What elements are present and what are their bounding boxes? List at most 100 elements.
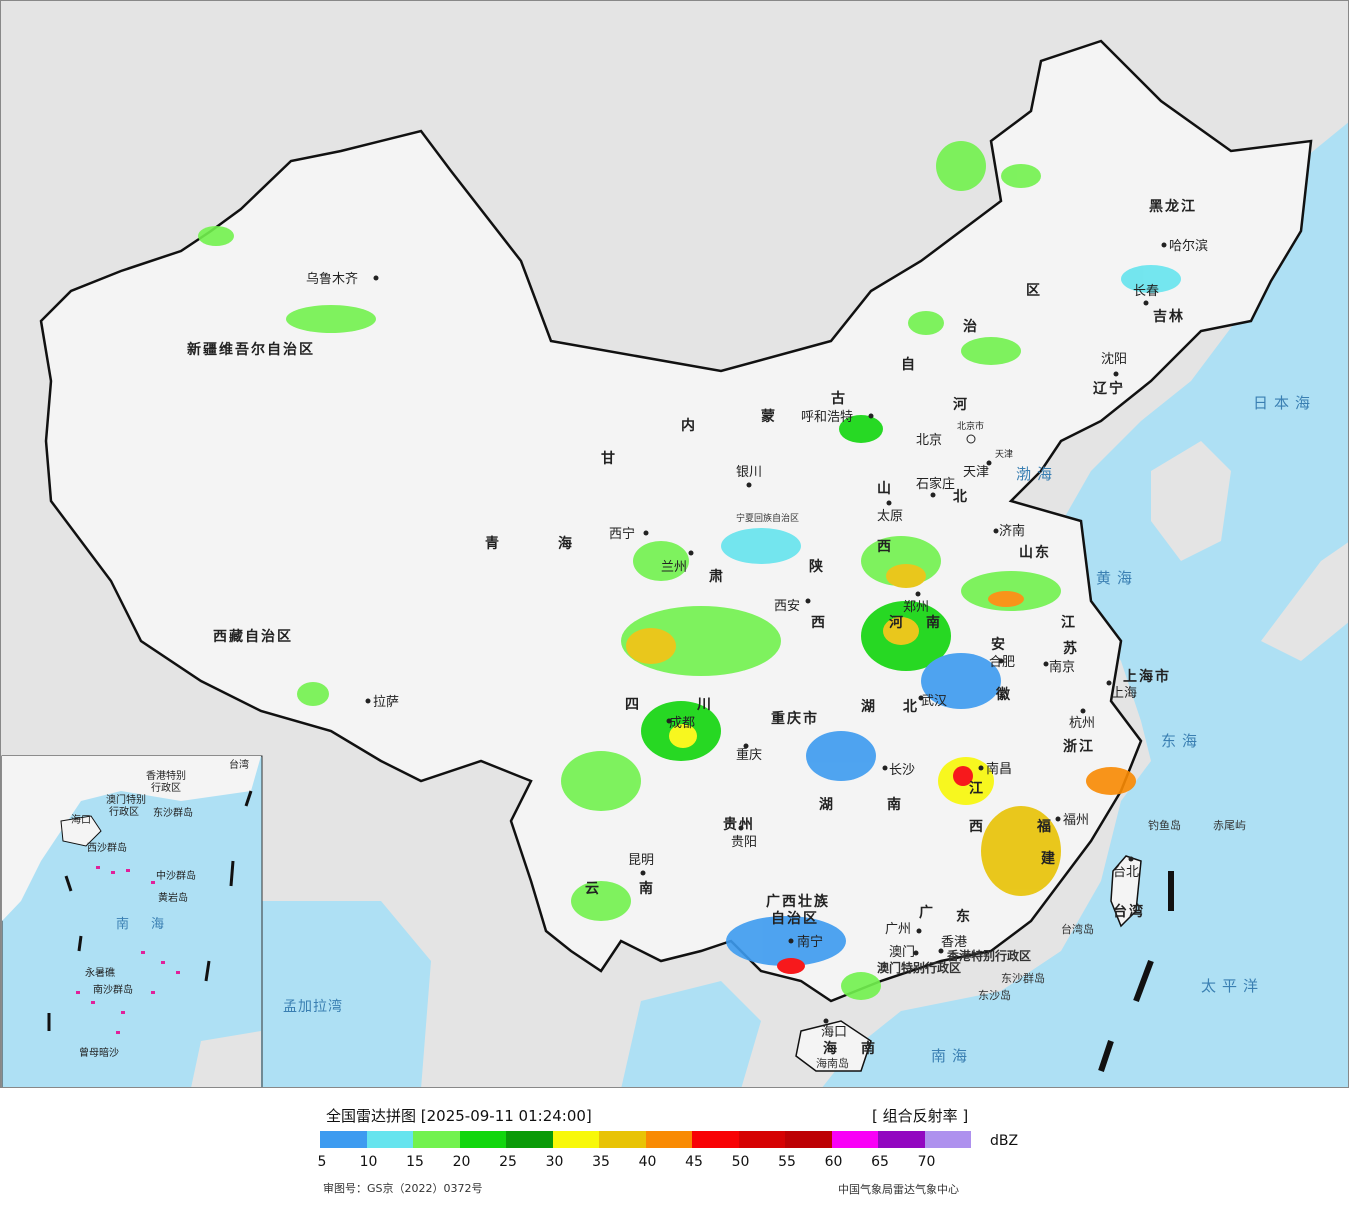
province-label-gansu: 肃 bbox=[709, 568, 725, 585]
province-label-guangxi: 广西壮族 bbox=[766, 893, 830, 910]
province-label-chongqing: 重庆市 bbox=[771, 710, 819, 727]
province-label-sichuan: 川 bbox=[696, 697, 713, 713]
province-label-hunan: 南 bbox=[887, 796, 903, 813]
province-label-hebei: 北 bbox=[953, 489, 969, 505]
inset-label-hk: 行政区 bbox=[151, 781, 181, 794]
city-label-guangzhou: 广州 bbox=[885, 922, 911, 937]
province-label-zhejiang: 浙江 bbox=[1063, 738, 1095, 755]
city-label-taipei: 台北 bbox=[1113, 865, 1139, 880]
island-label-chiwei: 赤尾屿 bbox=[1213, 819, 1246, 832]
inset-label-macau: 澳门特别 bbox=[106, 793, 146, 806]
city-label-lhasa: 拉萨 bbox=[373, 695, 399, 710]
scale-ticks: 5 10 15 20 25 30 35 40 45 50 55 60 65 70 bbox=[318, 1154, 1020, 1172]
inset-label-zhongsha: 中沙群岛 bbox=[156, 869, 196, 882]
city-label-hongkong: 香港 bbox=[941, 935, 967, 950]
inset-label-nansha: 南沙群岛 bbox=[93, 983, 133, 996]
province-label-qinghai: 青 bbox=[485, 535, 501, 552]
province-label-hubei: 湖 bbox=[861, 699, 877, 715]
city-label-hohhot: 呼和浩特 bbox=[801, 410, 853, 425]
city-label-hangzhou: 杭州 bbox=[1069, 716, 1095, 731]
inset-label-dongsha: 东沙群岛 bbox=[153, 806, 193, 819]
province-label-jiangxi: 江 bbox=[969, 780, 985, 797]
province-label-shanxi: 西 bbox=[877, 539, 893, 555]
province-label-heilongjiang: 黑龙江 bbox=[1149, 198, 1197, 215]
city-label-urumqi: 乌鲁木齐 bbox=[306, 271, 358, 287]
scale-tick-label: 30 bbox=[545, 1154, 564, 1170]
scale-tick-label: 65 bbox=[871, 1154, 889, 1170]
scale-tick-label: 70 bbox=[917, 1154, 936, 1170]
province-label-anhui: 安 bbox=[991, 636, 1007, 653]
scale-swatch bbox=[320, 1131, 367, 1148]
scale-tick-label: 55 bbox=[778, 1154, 796, 1170]
city-label-beijing-municipality: 北京市 bbox=[957, 420, 984, 432]
province-label-hongkong: 香港特别行政区 bbox=[946, 948, 1031, 963]
inset-label-huangyan: 黄岩岛 bbox=[158, 891, 188, 904]
inset-label-haikou: 海口 bbox=[71, 813, 91, 826]
province-label-guangdong: 广 bbox=[919, 904, 935, 921]
city-label-beijing: 北京 bbox=[916, 433, 942, 448]
inset-label-nan: 南 bbox=[116, 916, 129, 932]
city-labels: 乌鲁木齐 拉萨 西宁 兰州 银川 呼和浩特 哈尔滨 长春 沈阳 北京 北京市 天… bbox=[306, 238, 1208, 1040]
province-label-guizhou: 贵州 bbox=[723, 816, 755, 833]
city-label-lanzhou: 兰州 bbox=[661, 560, 687, 575]
province-label-fujian: 建 bbox=[1041, 850, 1057, 867]
sea-label-japan-sea: 日本海 bbox=[1253, 394, 1316, 412]
province-label-fujian: 福 bbox=[1036, 818, 1053, 835]
scale-swatch bbox=[738, 1131, 785, 1148]
province-label-liaoning: 辽宁 bbox=[1093, 380, 1125, 397]
china-mainland bbox=[39, 39, 1313, 1003]
city-label-nanning: 南宁 bbox=[797, 934, 823, 950]
province-label-hainan: 海 bbox=[823, 1040, 839, 1057]
inset-label-xisha: 西沙群岛 bbox=[87, 841, 127, 854]
gulf-sea bbox=[621, 981, 761, 1087]
scale-swatch bbox=[692, 1131, 739, 1148]
province-label-hainan: 南 bbox=[861, 1040, 877, 1057]
province-label-shandong: 山东 bbox=[1019, 544, 1051, 561]
province-label-hubei: 北 bbox=[903, 699, 919, 715]
city-label-changsha: 长沙 bbox=[889, 763, 915, 778]
legend-panel bbox=[0, 1088, 1349, 1208]
province-label-macau: 澳门特别行政区 bbox=[877, 960, 961, 975]
sea-label-yellow-sea: 黄海 bbox=[1096, 569, 1138, 587]
scale-swatch bbox=[366, 1131, 413, 1148]
province-label-jiangxi: 西 bbox=[969, 819, 985, 835]
province-label-henan: 河 bbox=[889, 614, 905, 631]
sea-label-south-sea: 南海 bbox=[931, 1047, 973, 1065]
city-label-xining: 西宁 bbox=[609, 526, 635, 542]
province-label-neimenggu: 内 bbox=[681, 417, 697, 434]
scale-tick-label: 45 bbox=[685, 1154, 703, 1170]
radar-map[interactable]: 新疆维吾尔自治区 西藏自治区 青 海 甘 肃 内 蒙 古 自 治 区 黑龙江 吉… bbox=[0, 0, 1349, 1088]
province-label-neimenggu: 自 bbox=[901, 356, 917, 373]
legend-title: 全国雷达拼图 [2025-09-11 01:24:00] bbox=[326, 1107, 592, 1125]
province-label-sichuan: 四 bbox=[625, 697, 641, 713]
sea-label-bohai: 渤海 bbox=[1016, 465, 1058, 483]
inset-label-zengmu: 曾母暗沙 bbox=[79, 1046, 119, 1059]
province-label-neimenggu: 蒙 bbox=[761, 408, 777, 425]
province-label-shaanxi: 陕 bbox=[809, 558, 825, 575]
south-china-sea-inset: 台湾 香港特别 行政区 澳门特别 行政区 东沙群岛 海口 西沙群岛 中沙群岛 黄… bbox=[1, 755, 263, 1087]
inset-label-hk: 香港特别 bbox=[146, 770, 186, 782]
scale-tick-label: 50 bbox=[731, 1154, 750, 1170]
city-label-zhengzhou: 郑州 bbox=[903, 600, 929, 615]
province-label-anhui: 徽 bbox=[995, 686, 1012, 703]
maritime-boundary bbox=[1098, 871, 1174, 1072]
scale-tick-label: 15 bbox=[406, 1154, 424, 1170]
province-label-ningxia: 宁夏回族自治区 bbox=[736, 512, 799, 524]
province-label-taiwan: 台湾 bbox=[1113, 903, 1145, 920]
korea-land bbox=[1151, 441, 1231, 561]
scale-swatch bbox=[459, 1131, 506, 1148]
province-label-gansu: 甘 bbox=[601, 450, 617, 467]
city-label-guiyang: 贵阳 bbox=[731, 835, 757, 850]
province-label-shaanxi: 西 bbox=[811, 615, 827, 631]
city-label-xian: 西安 bbox=[774, 599, 800, 614]
province-label-yunnan: 南 bbox=[639, 880, 655, 897]
inset-label-hai: 海 bbox=[151, 917, 164, 932]
province-label-xinjiang: 新疆维吾尔自治区 bbox=[187, 341, 315, 358]
city-label-harbin: 哈尔滨 bbox=[1169, 238, 1208, 254]
scale-swatch bbox=[831, 1131, 878, 1148]
city-label-nanchang: 南昌 bbox=[986, 761, 1012, 777]
province-label-qinghai: 海 bbox=[558, 535, 574, 552]
scale-swatch bbox=[413, 1131, 460, 1148]
city-label-kunming: 昆明 bbox=[628, 853, 654, 868]
inset-label-taiwan: 台湾 bbox=[229, 758, 249, 771]
